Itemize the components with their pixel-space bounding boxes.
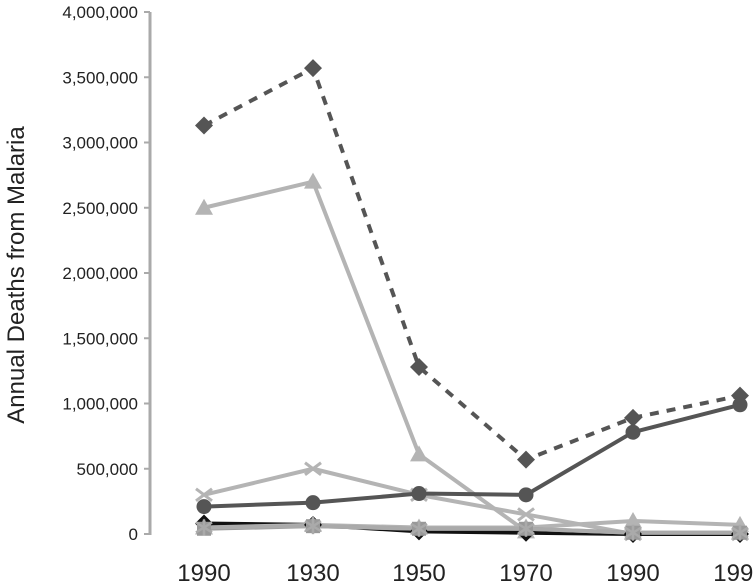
y-tick-label: 3,000,000 bbox=[62, 134, 138, 153]
series-8-point bbox=[517, 520, 535, 537]
series-3-point bbox=[517, 507, 535, 522]
y-tick-label: 1,500,000 bbox=[62, 329, 138, 348]
series-8-point bbox=[731, 524, 749, 541]
series-lines bbox=[203, 66, 741, 536]
series-8-point bbox=[624, 524, 642, 541]
series-6-point bbox=[624, 511, 642, 528]
series-4-point bbox=[196, 499, 212, 515]
series-8-point bbox=[410, 520, 428, 537]
y-tick-label: 4,000,000 bbox=[62, 3, 138, 22]
y-tick-label: 1,000,000 bbox=[62, 395, 138, 414]
series-line-1 bbox=[203, 66, 741, 462]
y-tick-label: 500,000 bbox=[77, 460, 138, 479]
series-4-point bbox=[732, 397, 748, 413]
y-axis-title: Annual Deaths from Malaria bbox=[3, 126, 30, 424]
series-4-point bbox=[411, 486, 427, 502]
series-markers bbox=[195, 59, 749, 543]
series-line-4 bbox=[203, 402, 741, 509]
x-axis-ticks: 1990 1930 1950 1970 1990 1997 bbox=[177, 560, 754, 587]
x-tick-label: 1990 bbox=[606, 560, 659, 587]
x-tick-label: 1997 bbox=[713, 560, 754, 587]
series-4-point bbox=[518, 487, 534, 503]
series-3-point bbox=[304, 461, 322, 476]
series-8-point bbox=[195, 519, 213, 536]
series-1-point bbox=[517, 450, 535, 469]
series-1-point bbox=[304, 59, 322, 78]
series-1-point bbox=[624, 408, 642, 427]
series-1-point bbox=[195, 116, 213, 135]
y-tick-label: 2,500,000 bbox=[62, 199, 138, 218]
series-8-point bbox=[304, 518, 322, 535]
series-4-point bbox=[625, 424, 641, 440]
y-tick-label: 3,500,000 bbox=[62, 68, 138, 87]
series-2-point bbox=[304, 172, 322, 189]
y-tick-label: 0 bbox=[129, 525, 138, 544]
series-line-2 bbox=[203, 179, 740, 535]
series-3-point bbox=[195, 487, 213, 503]
y-axis-ticks: 0 500,000 1,000,000 1,500,000 2,000,000 2,500… bbox=[62, 3, 150, 544]
x-tick-label: 1970 bbox=[499, 560, 552, 587]
series-2-point bbox=[195, 198, 213, 215]
x-tick-label: 1930 bbox=[286, 560, 339, 587]
series-1-point bbox=[410, 357, 428, 376]
series-line-8 bbox=[203, 524, 740, 535]
series-4-point bbox=[305, 495, 321, 511]
x-tick-label: 1950 bbox=[392, 560, 445, 587]
series-2-point bbox=[410, 445, 428, 462]
x-tick-label: 1990 bbox=[177, 560, 230, 587]
y-tick-label: 2,000,000 bbox=[62, 264, 138, 283]
